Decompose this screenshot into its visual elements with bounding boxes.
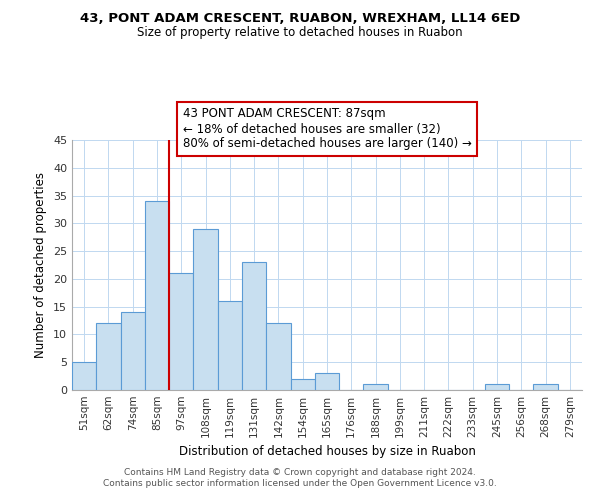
Bar — [218, 301, 242, 390]
Bar — [485, 384, 509, 390]
Bar — [121, 312, 145, 390]
Text: Size of property relative to detached houses in Ruabon: Size of property relative to detached ho… — [137, 26, 463, 39]
Bar — [533, 384, 558, 390]
Bar — [169, 274, 193, 390]
Bar — [315, 374, 339, 390]
X-axis label: Distribution of detached houses by size in Ruabon: Distribution of detached houses by size … — [179, 446, 475, 458]
Bar — [193, 229, 218, 390]
Text: 43, PONT ADAM CRESCENT, RUABON, WREXHAM, LL14 6ED: 43, PONT ADAM CRESCENT, RUABON, WREXHAM,… — [80, 12, 520, 26]
Text: Contains HM Land Registry data © Crown copyright and database right 2024.
Contai: Contains HM Land Registry data © Crown c… — [103, 468, 497, 487]
Bar — [145, 201, 169, 390]
Text: 43 PONT ADAM CRESCENT: 87sqm
← 18% of detached houses are smaller (32)
80% of se: 43 PONT ADAM CRESCENT: 87sqm ← 18% of de… — [182, 108, 472, 150]
Bar — [364, 384, 388, 390]
Bar — [242, 262, 266, 390]
Bar — [266, 324, 290, 390]
Bar — [96, 324, 121, 390]
Y-axis label: Number of detached properties: Number of detached properties — [34, 172, 47, 358]
Bar — [72, 362, 96, 390]
Bar — [290, 379, 315, 390]
